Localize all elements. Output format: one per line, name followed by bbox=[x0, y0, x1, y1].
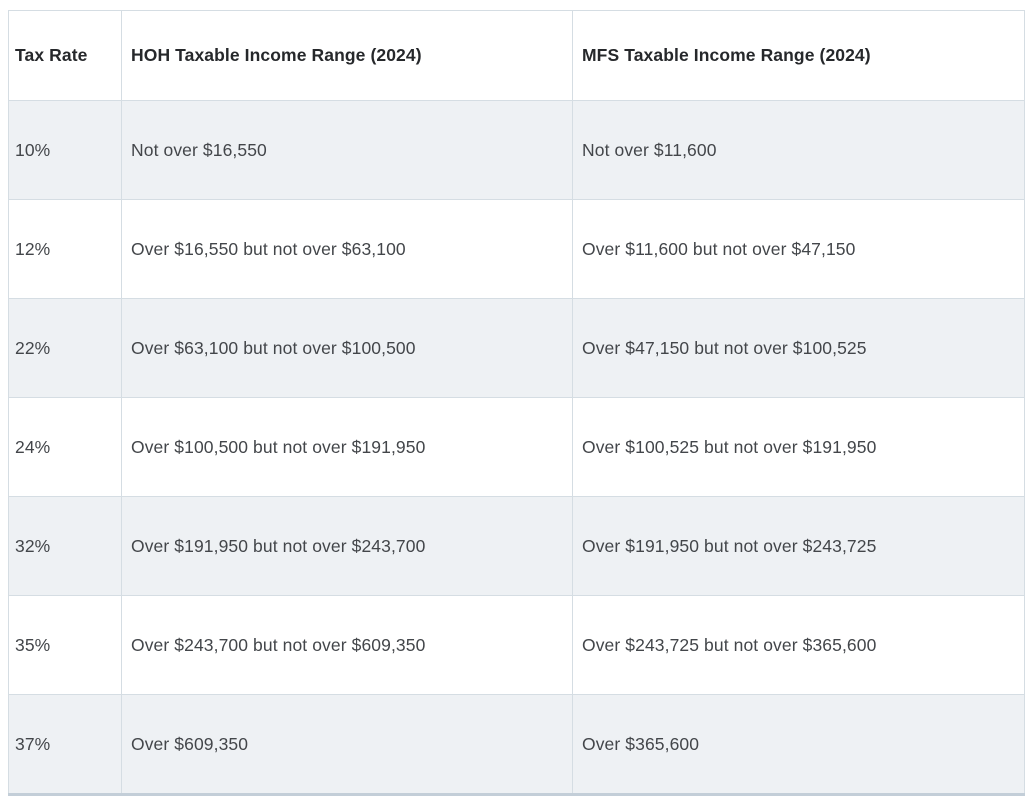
tax-rate-cell: 12% bbox=[8, 199, 122, 299]
mfs-range-cell: Over $243,725 but not over $365,600 bbox=[572, 595, 1025, 695]
table-row: 37% Over $609,350 Over $365,600 bbox=[8, 694, 1025, 795]
hoh-range-cell: Over $243,700 but not over $609,350 bbox=[121, 595, 573, 695]
table-row: 24% Over $100,500 but not over $191,950 … bbox=[8, 397, 1025, 497]
hoh-range-cell: Over $609,350 bbox=[121, 694, 573, 795]
mfs-range-cell: Over $100,525 but not over $191,950 bbox=[572, 397, 1025, 497]
hoh-range-cell: Over $191,950 but not over $243,700 bbox=[121, 496, 573, 596]
tax-rate-cell: 22% bbox=[8, 298, 122, 398]
tax-rate-cell: 10% bbox=[8, 100, 122, 200]
header-hoh-range: HOH Taxable Income Range (2024) bbox=[121, 10, 573, 101]
hoh-range-cell: Not over $16,550 bbox=[121, 100, 573, 200]
hoh-range-cell: Over $63,100 but not over $100,500 bbox=[121, 298, 573, 398]
header-mfs-range: MFS Taxable Income Range (2024) bbox=[572, 10, 1025, 101]
tax-bracket-table: Tax Rate HOH Taxable Income Range (2024)… bbox=[8, 10, 1025, 796]
mfs-range-cell: Over $365,600 bbox=[572, 694, 1025, 795]
header-tax-rate: Tax Rate bbox=[8, 10, 122, 101]
tax-rate-cell: 24% bbox=[8, 397, 122, 497]
table-row: 35% Over $243,700 but not over $609,350 … bbox=[8, 595, 1025, 695]
tax-rate-cell: 35% bbox=[8, 595, 122, 695]
hoh-range-cell: Over $100,500 but not over $191,950 bbox=[121, 397, 573, 497]
tax-rate-cell: 37% bbox=[8, 694, 122, 795]
mfs-range-cell: Not over $11,600 bbox=[572, 100, 1025, 200]
table-row: 10% Not over $16,550 Not over $11,600 bbox=[8, 100, 1025, 200]
table-row: 22% Over $63,100 but not over $100,500 O… bbox=[8, 298, 1025, 398]
table-row: 12% Over $16,550 but not over $63,100 Ov… bbox=[8, 199, 1025, 299]
hoh-range-cell: Over $16,550 but not over $63,100 bbox=[121, 199, 573, 299]
mfs-range-cell: Over $191,950 but not over $243,725 bbox=[572, 496, 1025, 596]
table-row: 32% Over $191,950 but not over $243,700 … bbox=[8, 496, 1025, 596]
tax-rate-cell: 32% bbox=[8, 496, 122, 596]
header-row: Tax Rate HOH Taxable Income Range (2024)… bbox=[8, 10, 1025, 101]
mfs-range-cell: Over $11,600 but not over $47,150 bbox=[572, 199, 1025, 299]
mfs-range-cell: Over $47,150 but not over $100,525 bbox=[572, 298, 1025, 398]
